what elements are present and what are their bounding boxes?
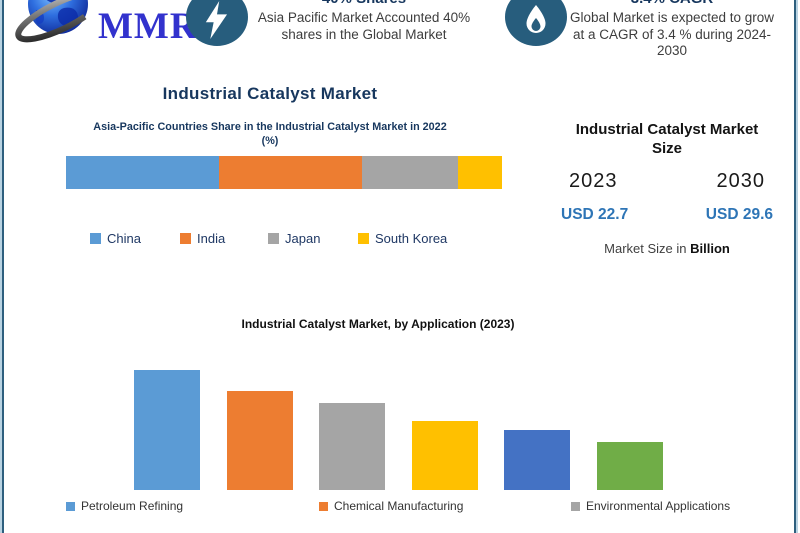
stacked-segment-china — [66, 156, 219, 189]
legend-label: Chemical Manufacturing — [334, 499, 464, 513]
legend-swatch-japan — [268, 233, 279, 244]
stacked-bar-chart — [66, 156, 502, 189]
legend-label: South Korea — [375, 231, 448, 246]
year-right: 2030 — [716, 170, 765, 192]
application-bar-chemical-manufacturing — [226, 391, 293, 490]
legend-swatch-india — [180, 233, 191, 244]
legend-item-petroleum-refining: Petroleum Refining — [66, 499, 183, 513]
year-left: 2023 — [569, 170, 618, 192]
stat2-card: 3.4% CAGR Global Market is expected to g… — [566, 0, 778, 60]
legend-item-japan: Japan — [268, 231, 320, 246]
legend-item-india: India — [180, 231, 225, 246]
legend-swatch-environmental-applications — [571, 501, 580, 511]
legend-label: Japan — [285, 231, 321, 246]
stacked-chart-title-line2: (%) — [261, 135, 279, 147]
stacked-segment-india — [218, 156, 363, 189]
value-right: USD 29.6 — [705, 206, 773, 223]
application-bar-unlabeled-6 — [596, 442, 663, 490]
legend-swatch-petroleum-refining — [66, 501, 75, 511]
legend-label: Environmental Applications — [586, 499, 731, 513]
stat1-heading: 40% Shares — [248, 0, 480, 8]
legend-label: China — [107, 231, 141, 246]
application-bar-unlabeled-5 — [504, 430, 570, 490]
legend-swatch-south-korea — [358, 233, 369, 244]
swoosh-icon — [15, 0, 105, 43]
market-size-panel: Industrial Catalyst Market Size 2023 203… — [545, 120, 789, 256]
footnote-emphasis: Billion — [690, 241, 730, 256]
application-bar-petroleum-refining — [134, 370, 200, 490]
legend-item-chemical-manufacturing: Chemical Manufacturing — [319, 499, 463, 513]
application-chart-title: Industrial Catalyst Market, by Applicati… — [241, 317, 515, 331]
legend-label: India — [197, 231, 226, 246]
legend-item-environmental-applications: Environmental Applications — [571, 499, 730, 513]
stat2-icon-circle — [505, 0, 567, 46]
footnote-prefix: Market Size in — [604, 241, 691, 256]
stat1-body: Asia Pacific Market Accounted 40% shares… — [257, 10, 471, 42]
stacked-segment-south-korea — [458, 156, 502, 189]
mmr-logo: MMR — [15, 0, 197, 47]
stat1-card: 40% Shares Asia Pacific Market Accounted… — [248, 0, 480, 43]
brand-text: MMR — [98, 6, 198, 47]
application-bar-unlabeled-4 — [411, 421, 478, 490]
panel-title: Industrial Catalyst Market Size — [575, 121, 759, 157]
stacked-chart-title-line1: Asia-Pacific Countries Share in the Indu… — [93, 121, 447, 133]
flame-icon — [526, 5, 546, 33]
legend-swatch-chemical-manufacturing — [319, 501, 328, 511]
legend-item-south-korea: South Korea — [358, 231, 447, 246]
application-bar-environmental-applications — [319, 403, 385, 490]
panel-footnote: Market Size in Billion — [545, 241, 789, 256]
stat2-body: Global Market is expected to grow at a C… — [569, 10, 775, 58]
legend-swatch-china — [90, 233, 101, 244]
value-left: USD 22.7 — [561, 206, 629, 223]
legend-item-china: China — [90, 231, 141, 246]
main-title: Industrial Catalyst Market — [162, 84, 378, 103]
lightning-icon — [205, 1, 228, 39]
stat2-heading: 3.4% CAGR — [566, 0, 778, 8]
application-bar-chart — [0, 360, 800, 490]
stat1-icon-circle — [186, 0, 248, 46]
legend-label: Petroleum Refining — [81, 499, 184, 513]
stacked-segment-japan — [362, 156, 459, 189]
stacked-chart-title: Asia-Pacific Countries Share in the Indu… — [0, 120, 540, 148]
